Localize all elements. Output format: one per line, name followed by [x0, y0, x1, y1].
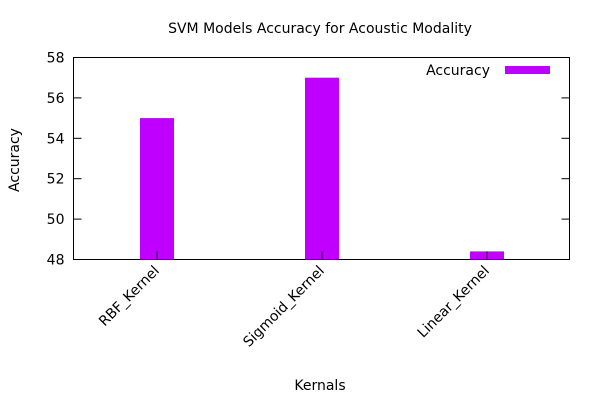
y-tick-label: 54 — [47, 131, 65, 147]
chart-title: SVM Models Accuracy for Acoustic Modalit… — [168, 21, 472, 37]
bar-rbf-kernel — [140, 118, 174, 260]
bar-sigmoid-kernel — [305, 77, 339, 260]
x-axis-title: Kernals — [294, 378, 345, 394]
bars — [140, 77, 504, 260]
legend: Accuracy — [426, 63, 550, 79]
x-tick-label: Sigmoid_Kernel — [240, 263, 327, 350]
y-tick-label: 58 — [47, 51, 65, 67]
x-tick-label: RBF_Kernel — [96, 263, 163, 330]
y-axis-title: Accuracy — [7, 128, 23, 192]
y-tick-label: 52 — [47, 172, 65, 188]
legend-label: Accuracy — [426, 63, 490, 79]
y-axis-ticks: 48 50 52 54 56 58 — [47, 51, 570, 269]
y-tick-label: 56 — [47, 91, 65, 107]
x-axis-ticks: RBF_Kernel Sigmoid_Kernel Linear_Kernel — [96, 251, 493, 350]
legend-swatch — [505, 66, 550, 74]
y-tick-label: 48 — [47, 253, 65, 269]
y-tick-label: 50 — [47, 212, 65, 228]
x-tick-label: Linear_Kernel — [415, 263, 493, 341]
